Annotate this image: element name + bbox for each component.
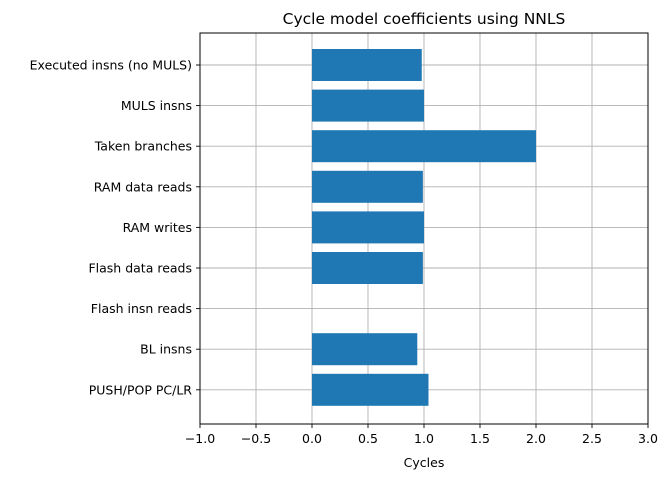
bar: [312, 170, 423, 203]
y-tick-label: BL insns: [140, 342, 192, 357]
y-tick-label: Flash insn reads: [91, 301, 192, 316]
x-tick-label: 2.0: [526, 431, 546, 446]
bar: [312, 333, 418, 366]
x-tick-label: −1.0: [185, 431, 215, 446]
y-tick-label: MULS insns: [121, 98, 192, 113]
x-axis: −1.0 −0.5 0.0 0.5 1.0 1.5 2.0 2.5 3.0: [185, 424, 658, 446]
x-tick-label: −0.5: [241, 431, 271, 446]
x-axis-label: Cycles: [404, 455, 445, 470]
x-tick-label: 2.5: [582, 431, 602, 446]
chart-title: Cycle model coefficients using NNLS: [283, 10, 566, 28]
bar: [312, 211, 424, 244]
bar: [312, 373, 429, 406]
y-tick-label: RAM data reads: [94, 179, 192, 194]
y-tick-label: Executed insns (no MULS): [30, 58, 192, 73]
x-tick-label: 0.5: [358, 431, 378, 446]
x-tick-label: 3.0: [638, 431, 658, 446]
y-axis: Executed insns (no MULS) MULS insns Taken …: [30, 58, 200, 397]
x-tick-label: 1.0: [414, 431, 434, 446]
y-tick-label: Flash data reads: [88, 261, 192, 276]
y-tick-label: PUSH/POP PC/LR: [89, 382, 193, 397]
x-tick-label: 1.5: [470, 431, 490, 446]
bar: [312, 130, 536, 163]
bars: [312, 49, 536, 406]
bar: [312, 49, 422, 81]
y-tick-label: Taken branches: [94, 139, 192, 154]
y-tick-label: RAM writes: [123, 220, 192, 235]
bar: [312, 252, 423, 284]
bar: [312, 89, 424, 122]
x-tick-label: 0.0: [302, 431, 322, 446]
